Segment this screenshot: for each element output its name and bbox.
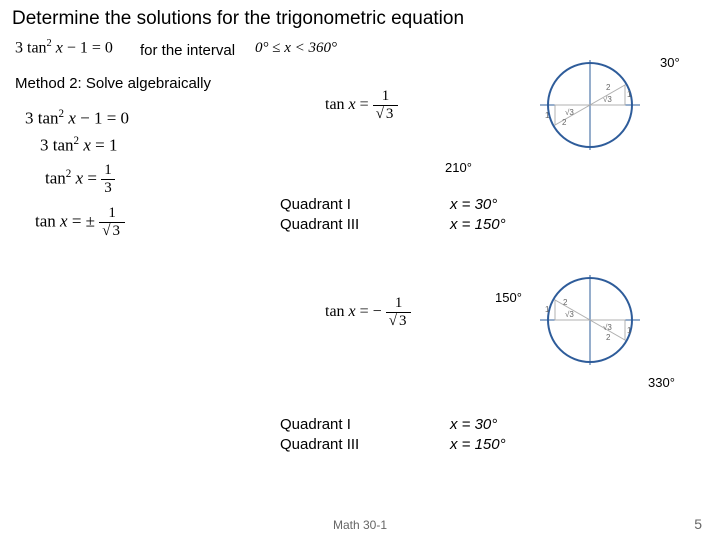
eq-step2: 3 tan2 x = 1	[40, 135, 117, 156]
eq-main: 3 tan2 x − 1 = 0	[15, 38, 113, 57]
quadrant-2a: Quadrant I	[280, 415, 359, 435]
svg-text:2: 2	[606, 333, 611, 342]
unit-circle-2: √3 1 2 √3 1 2	[530, 270, 650, 370]
quadrant-block-2: Quadrant I Quadrant III	[280, 415, 359, 456]
eq-step4: tan x = ± 13	[35, 205, 125, 240]
svg-text:2: 2	[606, 83, 611, 92]
quadrant-1b: Quadrant III	[280, 215, 359, 235]
svg-text:2: 2	[563, 298, 568, 307]
quadrant-2b: Quadrant III	[280, 435, 359, 455]
quadrant-1a: Quadrant I	[280, 195, 359, 215]
svg-text:√3: √3	[565, 310, 574, 319]
page-title: Determine the solutions for the trigonom…	[12, 8, 464, 30]
angle-210: 210°	[445, 160, 472, 175]
page-number: 5	[694, 516, 702, 532]
svg-text:√3: √3	[565, 108, 574, 117]
solution-block-2: x = 30° x = 150°	[450, 415, 506, 456]
angle-150: 150°	[495, 290, 522, 305]
footer-text: Math 30-1	[333, 518, 387, 532]
svg-text:1: 1	[545, 111, 550, 120]
interval-expr: 0° ≤ x < 360°	[255, 40, 337, 57]
svg-text:√3: √3	[603, 323, 612, 332]
unit-circle-1: √3 1 2 √3 1 2	[530, 55, 650, 155]
svg-text:1: 1	[627, 90, 632, 99]
eq-tan-neg: tan x = − 13	[325, 295, 411, 330]
svg-text:2: 2	[562, 118, 567, 127]
sol-2b: x = 150°	[450, 435, 506, 455]
svg-text:1: 1	[545, 305, 550, 314]
svg-text:1: 1	[627, 326, 632, 335]
eq-step3: tan2 x = 13	[45, 162, 115, 197]
eq-tan-pos: tan x = 13	[325, 88, 398, 123]
sol-1a: x = 30°	[450, 195, 506, 215]
eq-step1: 3 tan2 x − 1 = 0	[25, 108, 129, 129]
quadrant-block-1: Quadrant I Quadrant III	[280, 195, 359, 236]
method-heading: Method 2: Solve algebraically	[15, 75, 211, 92]
svg-text:√3: √3	[603, 95, 612, 104]
angle-330: 330°	[648, 375, 675, 390]
solution-block-1: x = 30° x = 150°	[450, 195, 506, 236]
sol-1b: x = 150°	[450, 215, 506, 235]
sol-2a: x = 30°	[450, 415, 506, 435]
interval-label: for the interval	[140, 42, 235, 59]
angle-30: 30°	[660, 55, 680, 70]
